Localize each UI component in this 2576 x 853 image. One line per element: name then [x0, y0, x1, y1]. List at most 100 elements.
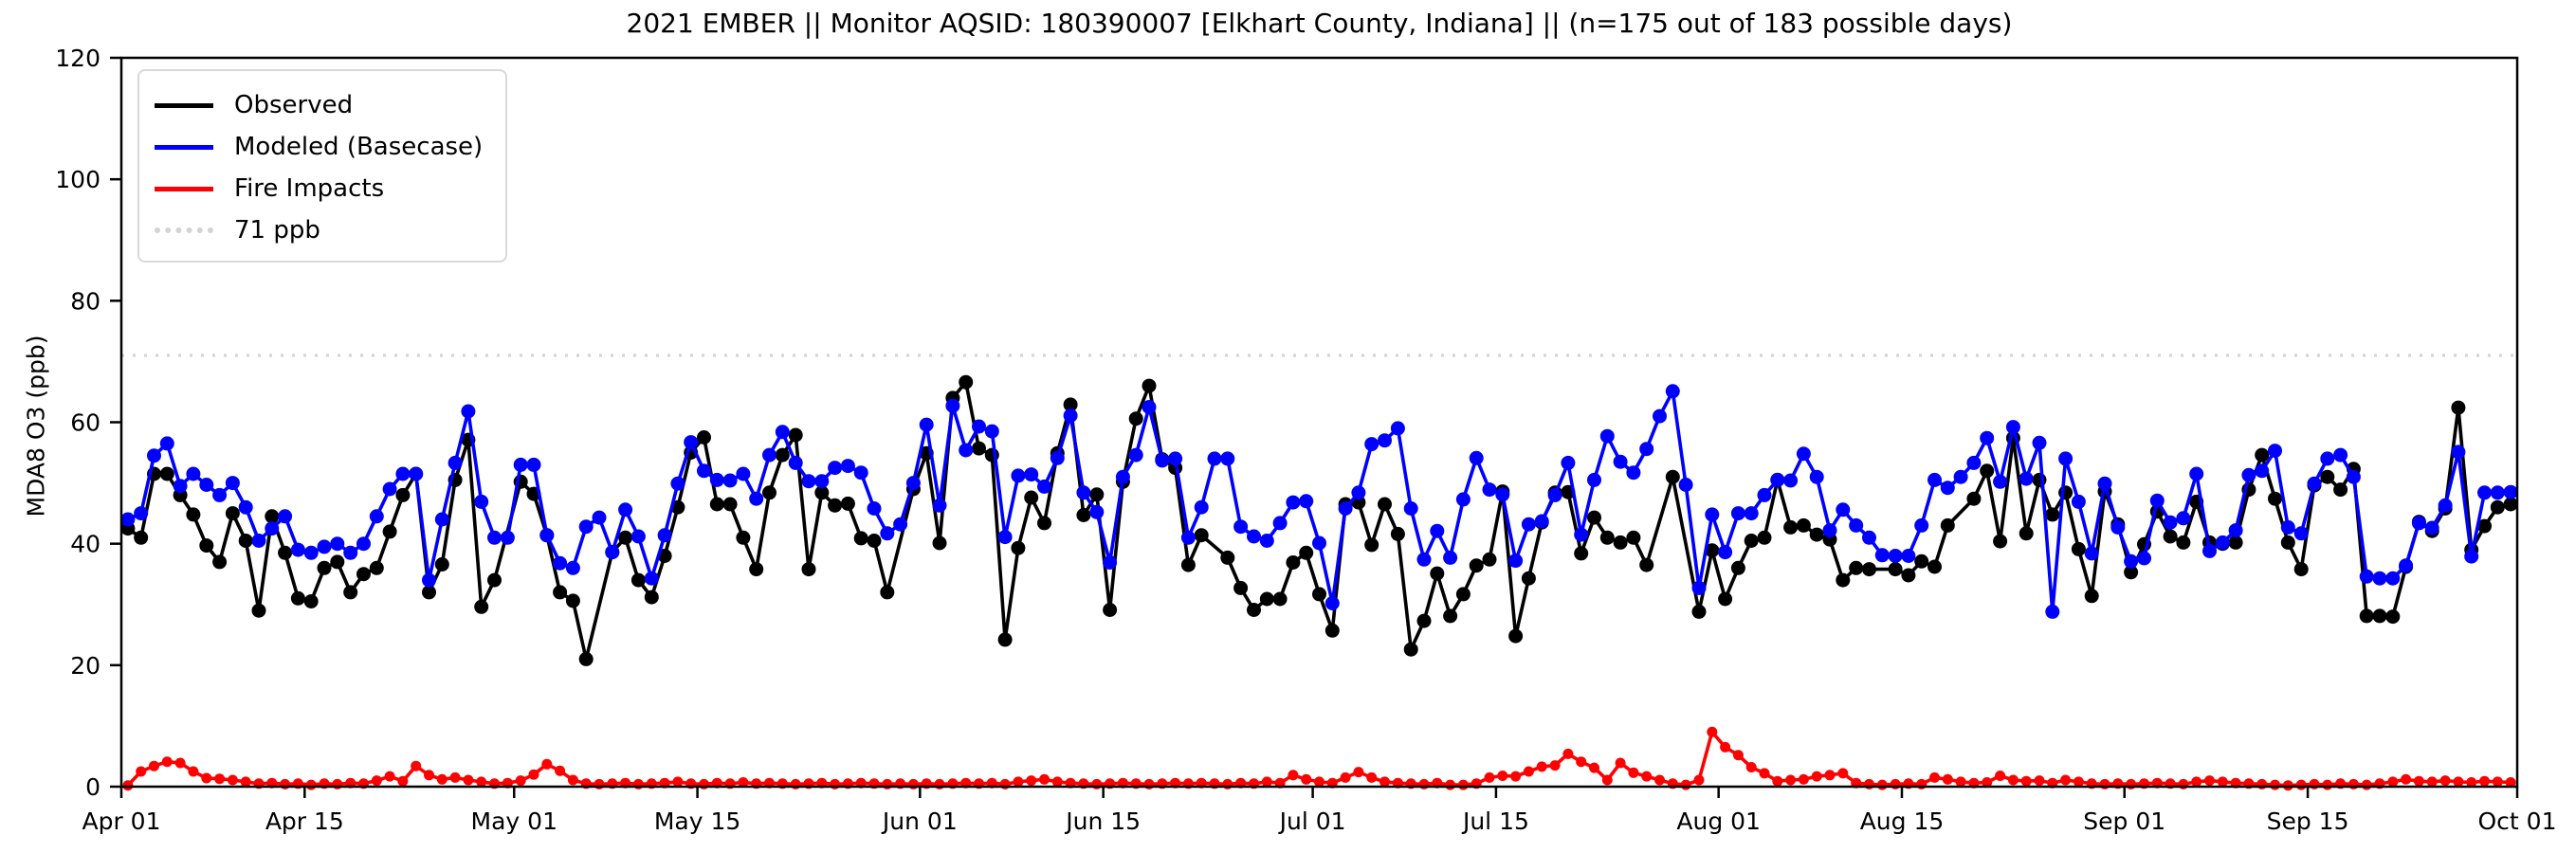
- observed-line-marker: [1390, 526, 1405, 541]
- modeled-line-marker: [2385, 571, 2401, 586]
- fire-line-marker: [1654, 774, 1665, 786]
- modeled-line-marker: [1155, 453, 1170, 468]
- modeled-line-marker: [2307, 476, 2322, 491]
- fire-line-marker: [2073, 776, 2084, 788]
- fire-line-marker: [2439, 775, 2451, 787]
- observed-line-marker: [2372, 608, 2387, 624]
- modeled-line-marker: [1547, 487, 1562, 502]
- modeled-line-marker: [1836, 502, 1851, 517]
- observed-line-marker: [853, 531, 868, 546]
- modeled-line-marker: [422, 572, 436, 588]
- modeled-line-marker: [369, 509, 384, 524]
- observed-line-marker: [1888, 562, 1903, 577]
- modeled-line-marker: [749, 491, 764, 506]
- modeled-line-marker: [775, 425, 790, 440]
- modeled-line-marker: [2124, 554, 2139, 569]
- fire-line-marker: [1314, 776, 1325, 788]
- observed-line-marker: [1037, 516, 1051, 531]
- modeled-line-marker: [1247, 529, 1261, 544]
- fire-line-marker: [1589, 762, 1599, 773]
- modeled-line-marker: [1403, 501, 1418, 516]
- modeled-line-marker: [1024, 467, 1039, 482]
- fire-line-marker: [2295, 779, 2307, 790]
- modeled-line-marker: [630, 529, 646, 544]
- observed-line-marker: [1233, 580, 1249, 595]
- x-tick-label: Jul 15: [1461, 808, 1529, 835]
- observed-line-marker: [1142, 378, 1157, 393]
- modeled-line-marker: [1691, 580, 1707, 595]
- observed-line-marker: [1980, 463, 1995, 479]
- modeled-line-marker: [840, 459, 855, 474]
- observed-line-marker: [1691, 604, 1707, 619]
- observed-line-marker: [565, 593, 580, 608]
- modeled-line-marker: [1534, 514, 1549, 529]
- modeled-line-marker: [972, 419, 986, 434]
- modeled-line-marker: [919, 417, 934, 432]
- observed-line-marker: [1613, 535, 1628, 550]
- modeled-line-marker: [1103, 555, 1118, 570]
- modeled-line-marker: [238, 499, 253, 515]
- modeled-line-marker: [317, 539, 332, 554]
- fire-line-marker: [371, 775, 382, 787]
- modeled-line-marker: [959, 443, 974, 458]
- fire-line-marker: [1301, 773, 1312, 785]
- observed-line-marker: [1744, 534, 1759, 548]
- fire-line-marker: [1798, 773, 1809, 785]
- fire-line-marker: [214, 773, 226, 785]
- fire-line-marker: [738, 777, 749, 788]
- fire-line-marker: [672, 776, 684, 788]
- observed-line-marker: [932, 535, 947, 551]
- modeled-line-marker: [1678, 478, 1693, 492]
- modeled-line-marker: [290, 542, 305, 557]
- fire-line-sample: [155, 186, 213, 191]
- modeled-line-marker: [1128, 447, 1143, 463]
- observed-line-marker: [2084, 589, 2099, 604]
- modeled-line-marker: [1940, 481, 1955, 496]
- modeled-line-marker: [1220, 451, 1235, 466]
- fire-line-marker: [1811, 771, 1822, 782]
- fire-line-marker: [2191, 776, 2202, 788]
- observed-line-marker: [265, 509, 280, 524]
- observed-line-marker: [697, 430, 711, 445]
- observed-line-marker: [997, 632, 1013, 647]
- modeled-line-marker: [1980, 430, 1995, 445]
- fire-line-marker: [2453, 776, 2464, 788]
- observed-line-marker: [487, 572, 502, 588]
- modeled-line-marker: [186, 466, 201, 481]
- modeled-line-marker: [2163, 515, 2178, 530]
- modeled-line-marker: [1665, 384, 1680, 399]
- modeled-line-marker: [539, 528, 555, 543]
- modeled-line-marker: [265, 521, 280, 536]
- observed-line-marker: [1272, 591, 1288, 607]
- fire-line-marker: [1824, 770, 1836, 781]
- observed-line-marker: [199, 538, 214, 554]
- modeled-line-marker: [330, 536, 345, 552]
- modeled-line-marker: [2202, 543, 2217, 558]
- observed-line-marker: [1220, 550, 1235, 565]
- observed-line-marker: [251, 603, 266, 618]
- observed-line-marker: [1416, 613, 1432, 628]
- observed-line-marker: [1914, 554, 1929, 569]
- modeled-line-marker: [1718, 545, 1733, 560]
- fire-line-marker: [1051, 776, 1063, 788]
- fire-line-marker: [1576, 756, 1587, 768]
- fire-line-marker: [1745, 762, 1757, 772]
- modeled-line-marker: [2045, 604, 2060, 619]
- fire-line-marker: [2060, 774, 2072, 786]
- y-tick-label: 100: [55, 166, 100, 193]
- observed-line-marker: [1247, 603, 1261, 617]
- modeled-line-marker: [1561, 455, 1576, 470]
- observed-line-marker: [618, 530, 633, 545]
- modeled-line-marker: [2411, 516, 2426, 531]
- modeled-line-marker: [1966, 455, 1982, 470]
- modeled-line-marker: [1757, 487, 1772, 502]
- fire-line-marker: [2007, 774, 2019, 786]
- observed-line-marker: [1508, 628, 1524, 644]
- modeled-line-marker: [2110, 519, 2126, 535]
- modeled-line-marker: [657, 528, 672, 543]
- observed-line-marker: [225, 506, 240, 521]
- observed-line-marker: [1299, 545, 1314, 560]
- legend-item-modeled: Modeled (Basecase): [155, 126, 483, 168]
- modeled-line-marker: [605, 545, 620, 560]
- y-tick-label: 40: [70, 531, 100, 558]
